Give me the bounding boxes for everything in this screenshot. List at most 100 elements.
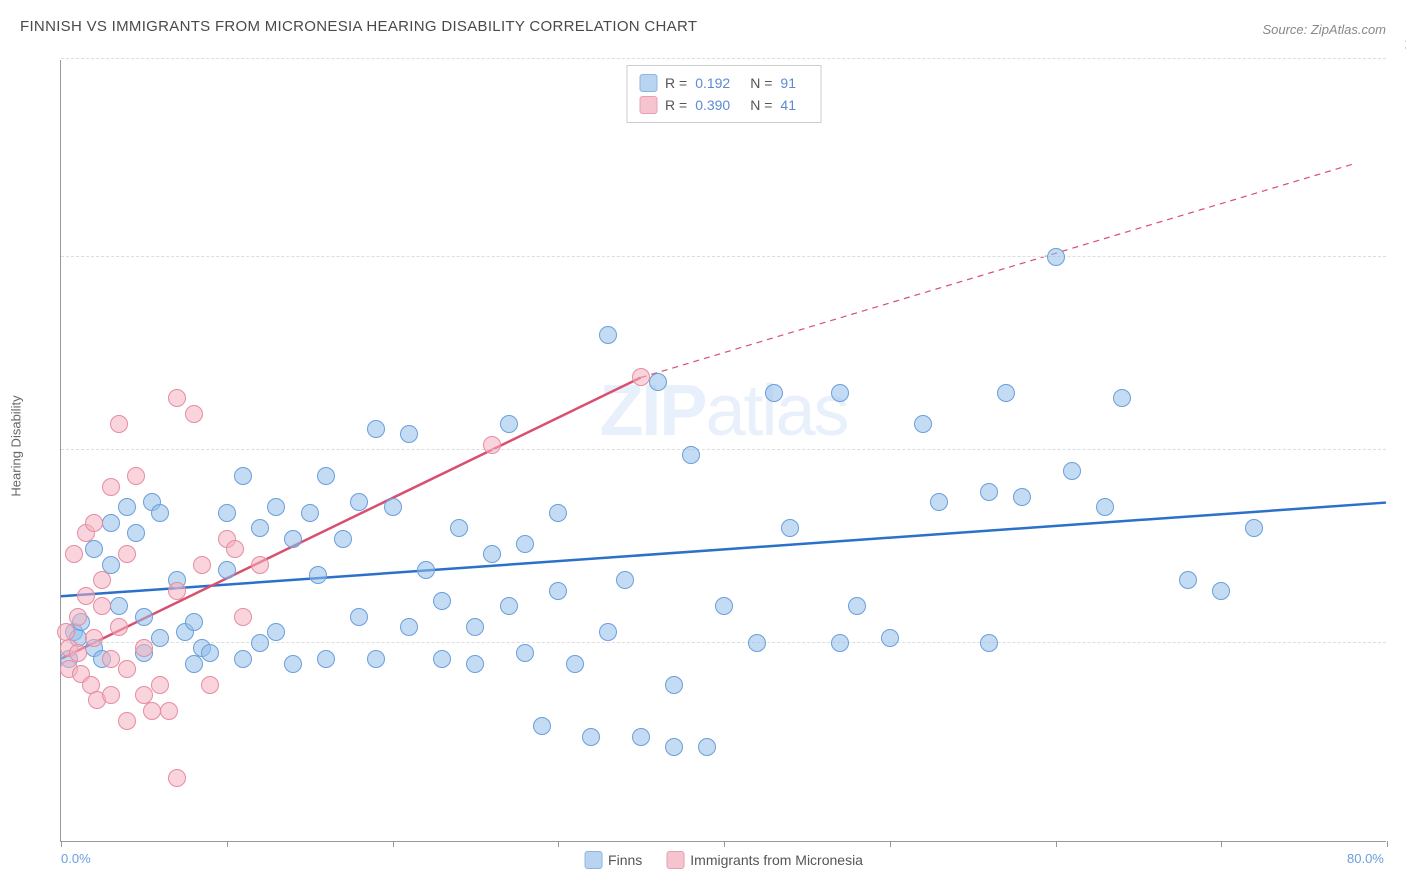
scatter-point-micronesia [251,556,269,574]
scatter-point-finns [616,571,634,589]
scatter-point-finns [665,676,683,694]
scatter-point-micronesia [69,608,87,626]
scatter-point-finns [350,493,368,511]
scatter-point-finns [997,384,1015,402]
scatter-point-micronesia [93,597,111,615]
x-tick [558,841,559,847]
scatter-point-finns [450,519,468,537]
scatter-point-finns [127,524,145,542]
scatter-point-finns [980,483,998,501]
scatter-point-finns [251,634,269,652]
correlation-legend-row: R =0.390N =41 [639,94,808,116]
scatter-point-micronesia [168,389,186,407]
chart-plot-area: ZIPatlas R =0.192N =91R =0.390N =41 Finn… [60,60,1386,842]
scatter-point-finns [284,655,302,673]
scatter-point-finns [185,613,203,631]
x-tick [890,841,891,847]
scatter-point-finns [848,597,866,615]
scatter-point-finns [110,597,128,615]
scatter-point-finns [267,498,285,516]
scatter-point-finns [400,425,418,443]
scatter-point-micronesia [135,639,153,657]
x-tick-label: 0.0% [61,851,91,866]
scatter-point-micronesia [69,644,87,662]
series-legend-item: Finns [584,851,642,869]
scatter-point-finns [1063,462,1081,480]
scatter-point-finns [1113,389,1131,407]
scatter-point-finns [218,561,236,579]
scatter-point-finns [267,623,285,641]
legend-swatch [639,74,657,92]
scatter-point-finns [85,540,103,558]
scatter-point-micronesia [168,769,186,787]
r-label: R = [665,72,687,94]
scatter-point-finns [980,634,998,652]
series-legend-label: Immigrants from Micronesia [690,852,863,868]
scatter-point-finns [151,629,169,647]
scatter-point-finns [516,644,534,662]
scatter-point-finns [151,504,169,522]
scatter-point-finns [549,504,567,522]
scatter-point-micronesia [102,650,120,668]
x-tick [724,841,725,847]
correlation-legend-row: R =0.192N =91 [639,72,808,94]
series-legend: Finns Immigrants from Micronesia [584,851,863,869]
scatter-point-finns [118,498,136,516]
scatter-point-finns [1212,582,1230,600]
scatter-point-finns [881,629,899,647]
x-tick [61,841,62,847]
scatter-point-finns [218,504,236,522]
scatter-point-finns [649,373,667,391]
scatter-point-finns [914,415,932,433]
chart-container: FINNISH VS IMMIGRANTS FROM MICRONESIA HE… [0,0,1406,892]
source-attribution: Source: ZipAtlas.com [1262,22,1386,37]
scatter-point-micronesia [168,582,186,600]
scatter-point-finns [582,728,600,746]
gridline-h [61,449,1386,450]
correlation-legend: R =0.192N =91R =0.390N =41 [626,65,821,123]
scatter-point-finns [748,634,766,652]
scatter-point-micronesia [110,415,128,433]
scatter-point-micronesia [102,686,120,704]
scatter-point-micronesia [193,556,211,574]
gridline-h [61,256,1386,257]
scatter-point-finns [309,566,327,584]
scatter-point-micronesia [118,712,136,730]
scatter-point-micronesia [160,702,178,720]
scatter-point-micronesia [93,571,111,589]
scatter-point-finns [350,608,368,626]
legend-swatch [639,96,657,114]
scatter-point-finns [483,545,501,563]
scatter-point-finns [698,738,716,756]
scatter-point-finns [715,597,733,615]
scatter-point-finns [301,504,319,522]
x-tick-label: 80.0% [1347,851,1384,866]
r-value: 0.390 [695,94,730,116]
scatter-point-finns [466,618,484,636]
scatter-point-finns [433,650,451,668]
scatter-point-finns [384,498,402,516]
scatter-point-finns [102,514,120,532]
scatter-point-micronesia [226,540,244,558]
scatter-point-micronesia [65,545,83,563]
scatter-point-finns [201,644,219,662]
n-value: 41 [780,94,796,116]
scatter-point-finns [500,597,518,615]
scatter-point-finns [367,420,385,438]
scatter-point-finns [284,530,302,548]
r-value: 0.192 [695,72,730,94]
scatter-point-finns [466,655,484,673]
scatter-point-finns [1096,498,1114,516]
scatter-point-finns [185,655,203,673]
scatter-point-finns [1047,248,1065,266]
scatter-point-finns [317,467,335,485]
scatter-point-micronesia [201,676,219,694]
trend-lines-svg [61,60,1386,841]
scatter-point-micronesia [118,545,136,563]
scatter-point-micronesia [85,629,103,647]
scatter-point-finns [516,535,534,553]
gridline-h [61,58,1386,59]
x-tick [1387,841,1388,847]
scatter-point-micronesia [143,702,161,720]
trend-line-extension-micronesia [641,164,1353,377]
